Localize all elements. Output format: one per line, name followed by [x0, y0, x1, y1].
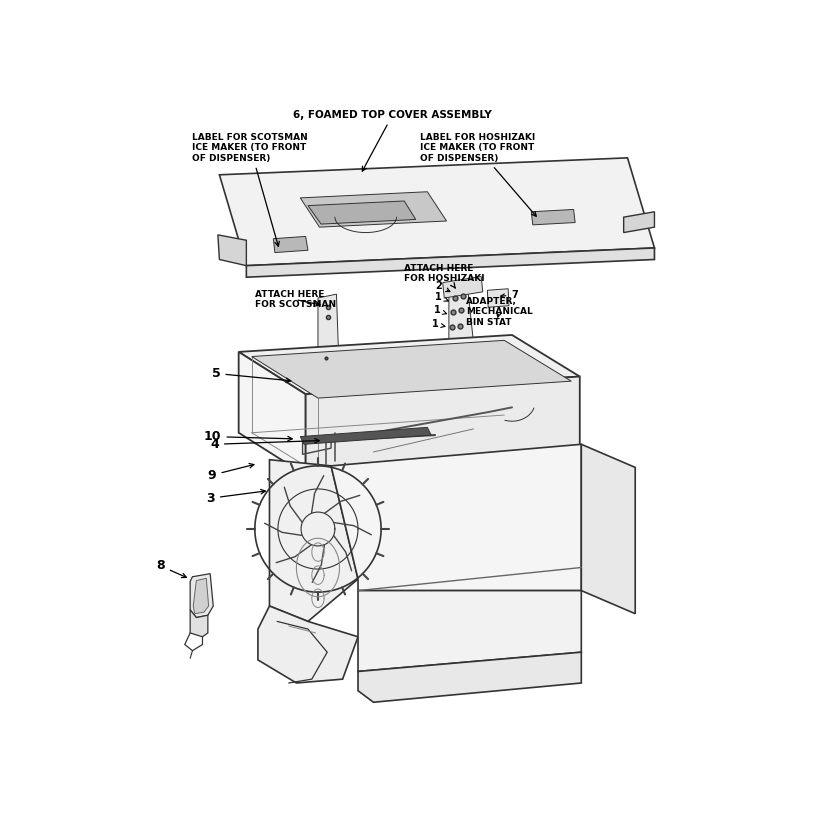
- Polygon shape: [487, 289, 509, 307]
- Text: 3: 3: [206, 490, 266, 504]
- Polygon shape: [623, 212, 654, 232]
- Polygon shape: [358, 591, 581, 672]
- Polygon shape: [258, 606, 358, 683]
- Polygon shape: [300, 427, 431, 444]
- Polygon shape: [531, 209, 575, 225]
- Polygon shape: [358, 652, 581, 703]
- Polygon shape: [273, 236, 308, 253]
- Text: 4: 4: [210, 438, 319, 451]
- Polygon shape: [239, 352, 306, 475]
- Polygon shape: [193, 579, 209, 614]
- Polygon shape: [219, 158, 654, 266]
- Polygon shape: [190, 610, 208, 637]
- Polygon shape: [270, 460, 358, 621]
- Polygon shape: [300, 192, 447, 227]
- Polygon shape: [246, 248, 654, 277]
- Text: LABEL FOR HOSHIZAKI
ICE MAKER (TO FRONT
OF DISPENSER): LABEL FOR HOSHIZAKI ICE MAKER (TO FRONT …: [420, 133, 536, 216]
- Text: ATTACH HERE
FOR HOSHIZAKI: ATTACH HERE FOR HOSHIZAKI: [404, 264, 485, 289]
- Text: 6, FOAMED TOP COVER ASSEMBLY: 6, FOAMED TOP COVER ASSEMBLY: [293, 110, 492, 171]
- Text: 7: 7: [500, 290, 518, 300]
- Text: 1: 1: [432, 319, 445, 329]
- Text: 9: 9: [208, 464, 253, 482]
- Polygon shape: [252, 341, 571, 398]
- Text: 2: 2: [435, 280, 450, 292]
- Polygon shape: [239, 335, 579, 394]
- Polygon shape: [306, 377, 579, 475]
- Polygon shape: [331, 444, 581, 591]
- Text: 1: 1: [434, 306, 447, 315]
- Polygon shape: [218, 235, 246, 266]
- Text: 10: 10: [204, 430, 293, 443]
- Polygon shape: [190, 574, 214, 618]
- Text: ATTACH HERE
FOR SCOTSMAN: ATTACH HERE FOR SCOTSMAN: [255, 290, 336, 309]
- Text: 5: 5: [212, 367, 291, 382]
- Polygon shape: [443, 276, 482, 298]
- Polygon shape: [308, 201, 416, 224]
- Polygon shape: [449, 285, 474, 350]
- Polygon shape: [581, 444, 635, 614]
- Text: 8: 8: [156, 559, 187, 578]
- Text: ADAPTER,
MECHANICAL
BIN STAT: ADAPTER, MECHANICAL BIN STAT: [466, 297, 532, 327]
- Text: 1: 1: [435, 292, 448, 302]
- Text: LABEL FOR SCOTSMAN
ICE MAKER (TO FRONT
OF DISPENSER): LABEL FOR SCOTSMAN ICE MAKER (TO FRONT O…: [192, 133, 308, 246]
- Polygon shape: [318, 294, 339, 368]
